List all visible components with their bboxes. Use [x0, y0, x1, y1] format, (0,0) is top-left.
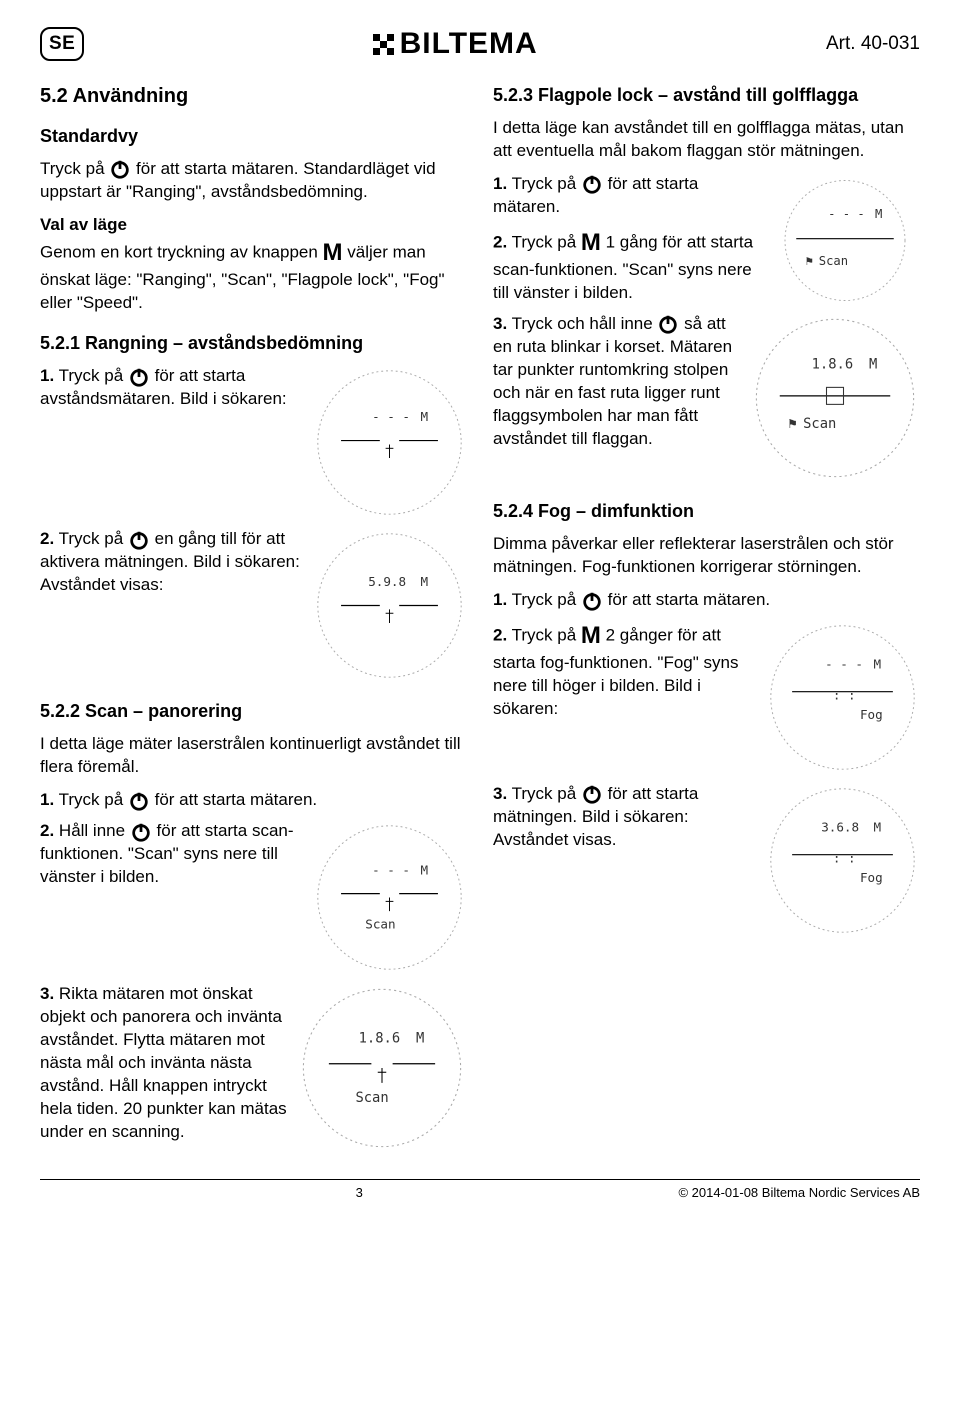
svg-text:- - -: - - - — [825, 656, 863, 671]
reticle-fig-scan-dashes: - - - M Scan — [312, 820, 467, 975]
intro-para: Tryck på för att starta mätaren. Standar… — [40, 158, 467, 204]
reticle-fig-dashes: - - - M — [312, 365, 467, 520]
brand-checker-icon — [373, 34, 394, 55]
article-number: Art. 40-031 — [826, 31, 920, 57]
step-523-2: 2. Tryck på M 1 gång för att starta scan… — [493, 227, 760, 305]
step-524-2: 2. Tryck på M 2 gånger för att starta fo… — [493, 620, 920, 775]
power-icon — [581, 590, 603, 612]
svg-text:1.8.6: 1.8.6 — [812, 356, 854, 372]
reticle-fig-flag-186: 1.8.6 M ⚑ Scan — [750, 313, 920, 483]
heading-5-2-2: 5.2.2 Scan – panorering — [40, 699, 467, 723]
svg-text:Scan: Scan — [819, 254, 848, 268]
heading-5-2-4: 5.2.4 Fog – dimfunktion — [493, 499, 920, 523]
brand-text: BILTEMA — [400, 24, 538, 65]
power-icon — [130, 821, 152, 843]
val-title: Val av läge — [40, 215, 127, 234]
power-icon — [128, 366, 150, 388]
svg-text:Scan: Scan — [355, 1090, 388, 1106]
step-522-2: 2. Håll inne för att starta scan-funktio… — [40, 820, 467, 975]
svg-text:3.6.8: 3.6.8 — [821, 819, 859, 834]
step-521-1: 1. Tryck på för att starta avståndsmätar… — [40, 365, 467, 520]
svg-text:Fog: Fog — [860, 707, 883, 722]
heading-5-2: 5.2 Användning — [40, 83, 467, 110]
svg-text:: :: : : — [833, 687, 856, 702]
page-number: 3 — [40, 1184, 678, 1202]
step-523-3: 3. Tryck och håll inne så att en ruta bl… — [493, 313, 920, 483]
svg-text:M: M — [416, 1031, 424, 1047]
page-footer: 3 © 2014-01-08 Biltema Nordic Services A… — [40, 1179, 920, 1202]
left-column: 5.2 Användning Standardvy Tryck på för a… — [40, 83, 467, 1162]
svg-text:- - -: - - - — [372, 409, 410, 424]
svg-text:M: M — [421, 574, 429, 589]
svg-text:Fog: Fog — [860, 870, 883, 885]
svg-text:M: M — [869, 356, 877, 372]
step-524-1: 1. Tryck på för att starta mätaren. — [493, 589, 920, 612]
heading-5-2-3: 5.2.3 Flagpole lock – avstånd till golff… — [493, 83, 920, 107]
reticle-fig-fog-368: 3.6.8 M : : Fog — [765, 783, 920, 938]
m-button-icon: M — [581, 620, 601, 652]
heading-5-2-1: 5.2.1 Rangning – avståndsbedömning — [40, 331, 467, 355]
heading-standardvy: Standardvy — [40, 124, 467, 148]
copyright: © 2014-01-08 Biltema Nordic Services AB — [678, 1184, 920, 1202]
svg-text:Scan: Scan — [365, 917, 395, 932]
flagpole-intro: I detta läge kan avståndet till en golff… — [493, 117, 920, 163]
svg-text:⚑: ⚑ — [788, 416, 796, 432]
lang-badge: SE — [40, 27, 84, 61]
svg-text:5.9.8: 5.9.8 — [368, 574, 406, 589]
step-523-1: 1. Tryck på för att starta mätaren. — [493, 173, 760, 219]
svg-text:: :: : : — [833, 850, 856, 865]
val-av-lage: Val av läge Genom en kort tryckning av k… — [40, 214, 467, 315]
svg-text:⚑: ⚑ — [806, 254, 813, 268]
reticle-fig-598: 5.9.8 M — [312, 528, 467, 683]
svg-text:M: M — [421, 863, 429, 878]
scan-intro: I detta läge mäter laserstrålen kontinue… — [40, 733, 467, 779]
svg-text:- - -: - - - — [372, 863, 410, 878]
power-icon — [581, 783, 603, 805]
power-icon — [128, 790, 150, 812]
m-button-icon: M — [581, 227, 601, 259]
step-522-1: 1. Tryck på för att starta mätaren. — [40, 789, 467, 812]
svg-text:M: M — [874, 656, 882, 671]
svg-text:Scan: Scan — [803, 416, 836, 432]
step-523-block1: 1. Tryck på för att starta mätaren. 2. T… — [493, 173, 920, 313]
fog-intro: Dimma påverkar eller reflekterar laserst… — [493, 533, 920, 579]
power-icon — [128, 529, 150, 551]
reticle-fig-flag-dashes: - - - M ⚑ Scan — [770, 173, 920, 308]
svg-text:M: M — [874, 819, 882, 834]
reticle-fig-fog-dashes: - - - M : : Fog — [765, 620, 920, 775]
svg-text:- - -: - - - — [828, 207, 865, 221]
power-icon — [657, 313, 679, 335]
brand-logo: BILTEMA — [373, 24, 538, 65]
step-524-3: 3. Tryck på för att starta mätningen. Bi… — [493, 783, 920, 938]
svg-text:M: M — [421, 409, 429, 424]
right-column: 5.2.3 Flagpole lock – avstånd till golff… — [493, 83, 920, 1162]
power-icon — [581, 173, 603, 195]
reticle-fig-scan-186: 1.8.6 M Scan — [297, 983, 467, 1153]
step-522-3: 3. Rikta mätaren mot önskat objekt och p… — [40, 983, 467, 1153]
m-button-icon: M — [323, 237, 343, 269]
power-icon — [109, 158, 131, 180]
step-521-2: 2. Tryck på en gång till för att aktiver… — [40, 528, 467, 683]
svg-text:1.8.6: 1.8.6 — [359, 1031, 401, 1047]
svg-text:M: M — [875, 207, 882, 221]
page-header: SE BILTEMA Art. 40-031 — [40, 24, 920, 65]
